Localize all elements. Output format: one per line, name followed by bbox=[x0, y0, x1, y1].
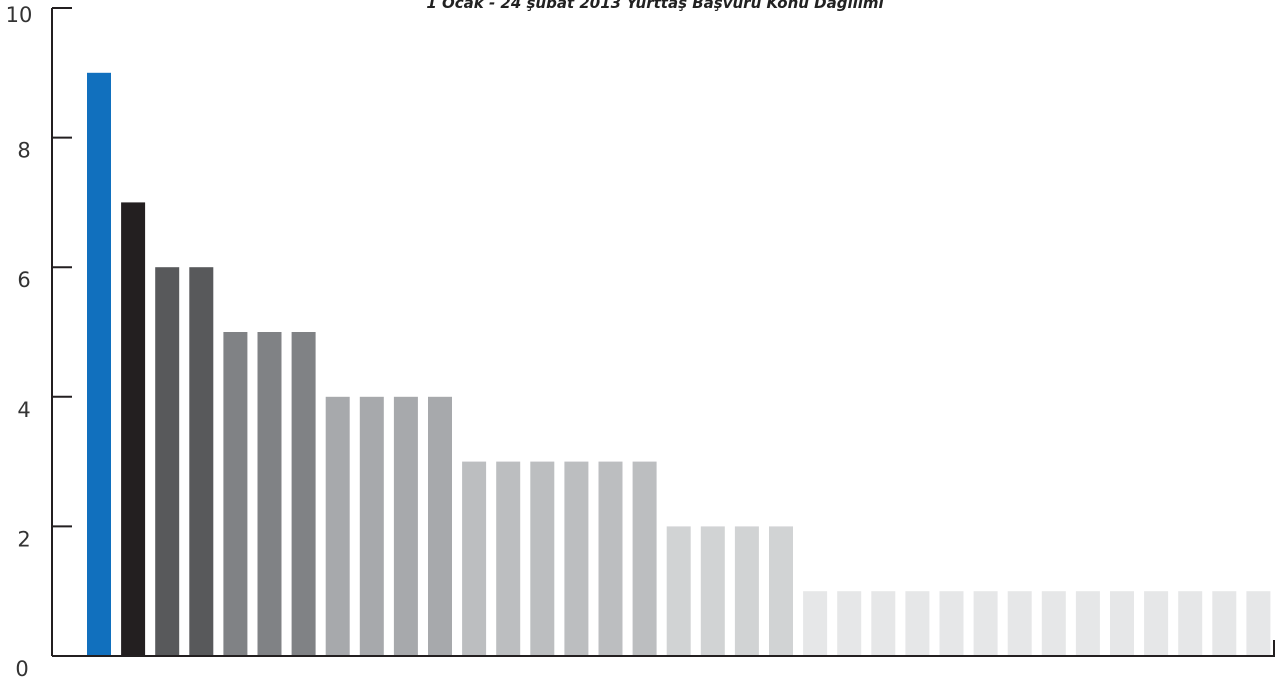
bar-12 bbox=[462, 461, 487, 656]
bar-26 bbox=[939, 591, 964, 656]
bar-31 bbox=[1110, 591, 1134, 656]
bar-17 bbox=[632, 461, 657, 656]
y-tick-label: 2 bbox=[17, 527, 30, 551]
bar-6 bbox=[257, 332, 282, 656]
bar-1 bbox=[87, 72, 111, 657]
bar-10 bbox=[393, 396, 418, 656]
bar-19 bbox=[700, 526, 725, 656]
y-tick-label: 0 bbox=[15, 657, 28, 679]
bar-33 bbox=[1178, 591, 1203, 656]
bar-4 bbox=[189, 267, 214, 656]
bar-5 bbox=[223, 332, 248, 656]
bars-group bbox=[87, 72, 1271, 657]
bar-28 bbox=[1007, 591, 1032, 656]
y-axis-ticks: 0 2 4 6 8 10 bbox=[6, 3, 72, 679]
y-tick-label: 6 bbox=[17, 268, 30, 292]
bar-9 bbox=[359, 396, 384, 656]
bar-30 bbox=[1075, 591, 1100, 656]
bar-21 bbox=[769, 526, 793, 656]
bar-29 bbox=[1041, 591, 1066, 656]
bar-3 bbox=[155, 267, 180, 656]
bar-7 bbox=[291, 332, 316, 656]
bar-13 bbox=[496, 461, 521, 656]
bar-35 bbox=[1246, 591, 1271, 656]
y-tick-label: 4 bbox=[17, 398, 30, 422]
bar-8 bbox=[325, 396, 350, 656]
bar-25 bbox=[905, 591, 930, 656]
bar-34 bbox=[1212, 591, 1237, 656]
chart-title: 1 Ocak - 24 şubat 2013 Yurttaş Başvuru K… bbox=[426, 0, 883, 12]
bar-18 bbox=[666, 526, 691, 656]
bar-22 bbox=[803, 591, 828, 656]
bar-16 bbox=[598, 461, 623, 656]
y-tick-label: 10 bbox=[6, 3, 33, 27]
bar-2 bbox=[121, 202, 146, 656]
bar-27 bbox=[973, 591, 998, 656]
bar-11 bbox=[428, 396, 452, 656]
bar-20 bbox=[734, 526, 759, 656]
bar-24 bbox=[871, 591, 896, 656]
y-tick-label: 8 bbox=[17, 139, 30, 163]
bar-32 bbox=[1144, 591, 1169, 656]
bar-15 bbox=[564, 461, 589, 656]
bar-23 bbox=[837, 591, 862, 656]
bar-14 bbox=[530, 461, 555, 656]
